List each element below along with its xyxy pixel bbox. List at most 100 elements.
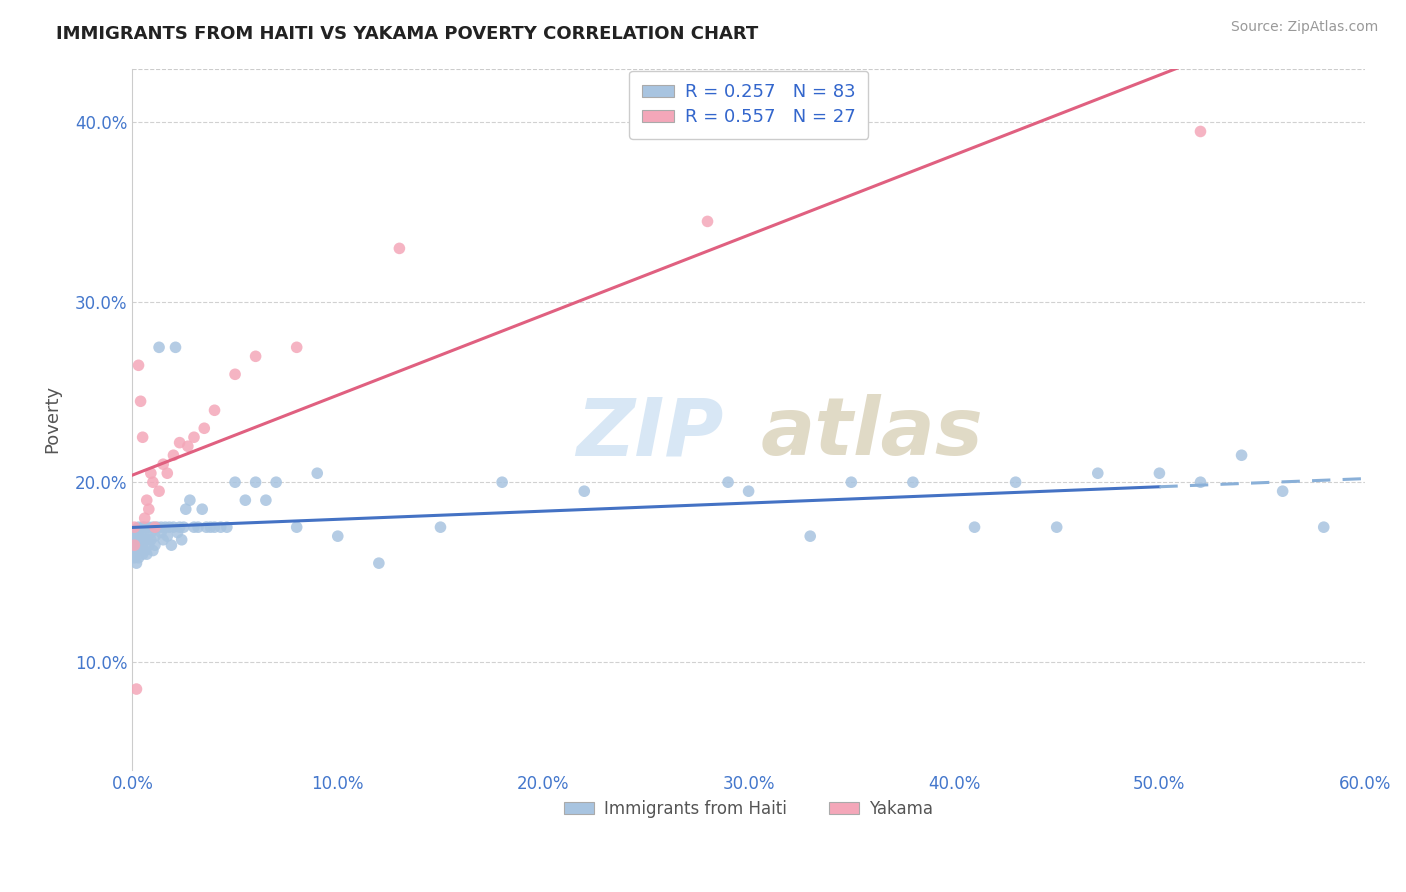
Point [138, 538, 160, 552]
Point [170, 533, 193, 547]
Point [155, 520, 177, 534]
Text: atlas: atlas [761, 394, 983, 472]
Point [128, 520, 150, 534]
Point [193, 421, 215, 435]
Point [215, 520, 238, 534]
Point [169, 435, 191, 450]
Point [128, 550, 150, 565]
Point [245, 475, 267, 490]
Point [388, 241, 411, 255]
Point [138, 502, 160, 516]
Point [173, 520, 195, 534]
Point [1004, 475, 1026, 490]
Point [1271, 484, 1294, 499]
Point [204, 403, 226, 417]
Point [134, 511, 156, 525]
Point [143, 529, 166, 543]
Point [1087, 467, 1109, 481]
Point [429, 520, 451, 534]
Point [148, 484, 170, 499]
Point [162, 448, 184, 462]
Point [233, 493, 256, 508]
Point [131, 538, 153, 552]
Point [1189, 475, 1212, 490]
Point [696, 214, 718, 228]
Text: Source: ZipAtlas.com: Source: ZipAtlas.com [1230, 20, 1378, 34]
Point [183, 520, 205, 534]
Point [124, 529, 146, 543]
Point [143, 520, 166, 534]
Point [224, 368, 246, 382]
Point [135, 493, 157, 508]
Point [574, 484, 596, 499]
Point [179, 493, 201, 508]
Point [125, 681, 148, 696]
Point [254, 493, 277, 508]
Point [129, 525, 152, 540]
Text: IMMIGRANTS FROM HAITI VS YAKAMA POVERTY CORRELATION CHART: IMMIGRANTS FROM HAITI VS YAKAMA POVERTY … [56, 25, 758, 43]
Point [131, 430, 153, 444]
Point [152, 457, 174, 471]
Point [142, 475, 165, 490]
Point [1046, 520, 1069, 534]
Point [963, 520, 986, 534]
Point [169, 520, 191, 534]
Point [131, 547, 153, 561]
Point [139, 525, 162, 540]
Point [125, 522, 148, 536]
Point [285, 520, 308, 534]
Point [124, 525, 146, 540]
Legend: Immigrants from Haiti, Yakama: Immigrants from Haiti, Yakama [558, 794, 939, 825]
Point [129, 394, 152, 409]
Point [307, 467, 329, 481]
Point [135, 547, 157, 561]
Point [135, 533, 157, 547]
Point [142, 520, 165, 534]
Point [148, 340, 170, 354]
Point [138, 520, 160, 534]
Point [124, 547, 146, 561]
Point [128, 529, 150, 543]
Point [901, 475, 924, 490]
Point [1189, 124, 1212, 138]
Point [129, 543, 152, 558]
Point [209, 520, 232, 534]
Point [128, 359, 150, 373]
Point [1312, 520, 1334, 534]
Point [799, 529, 821, 543]
Point [264, 475, 287, 490]
Point [157, 520, 180, 534]
Point [129, 533, 152, 547]
Point [162, 520, 184, 534]
Point [204, 520, 226, 534]
Point [156, 529, 179, 543]
Point [195, 520, 218, 534]
Point [134, 529, 156, 543]
Point [139, 467, 162, 481]
Point [139, 533, 162, 547]
Point [146, 520, 169, 534]
Point [150, 525, 173, 540]
Point [131, 520, 153, 534]
Point [174, 502, 197, 516]
Point [166, 525, 188, 540]
Point [152, 533, 174, 547]
Point [124, 550, 146, 565]
Point [187, 520, 209, 534]
Point [125, 533, 148, 547]
Point [128, 538, 150, 552]
Point [165, 340, 187, 354]
Point [737, 484, 759, 499]
Point [183, 430, 205, 444]
Point [134, 520, 156, 534]
Point [1149, 467, 1171, 481]
Point [367, 556, 389, 570]
Point [143, 538, 166, 552]
Point [177, 439, 200, 453]
Point [142, 543, 165, 558]
Point [150, 520, 173, 534]
Point [285, 340, 308, 354]
Point [156, 467, 179, 481]
Point [200, 520, 222, 534]
Point [326, 529, 349, 543]
